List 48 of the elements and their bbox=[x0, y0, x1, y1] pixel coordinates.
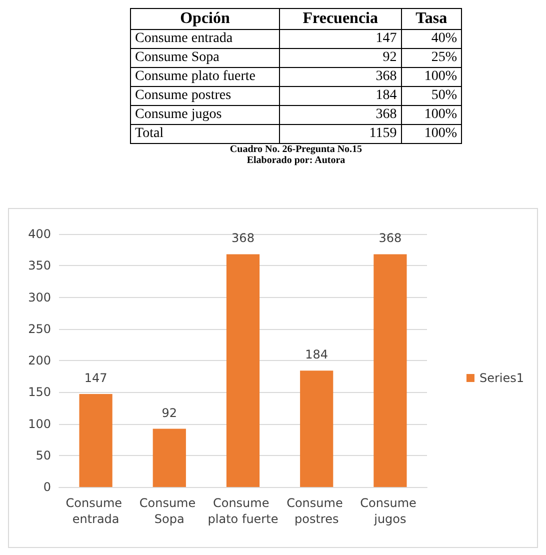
y-tick-label: 150 bbox=[28, 385, 51, 400]
x-tick-label: Consume postres bbox=[286, 496, 347, 526]
text: Opción bbox=[130, 8, 280, 30]
data-label: 100% bbox=[401, 68, 462, 86]
y-tick-label: 300 bbox=[28, 290, 51, 304]
y-tick-label: 200 bbox=[28, 354, 51, 368]
bar bbox=[226, 254, 260, 487]
data-label: 147 bbox=[84, 371, 108, 386]
category-label: Consume entrada bbox=[130, 30, 280, 48]
x-tick-label: Consume entrada bbox=[66, 496, 126, 526]
bar bbox=[79, 394, 112, 487]
data-label: 25% bbox=[401, 48, 462, 68]
bar bbox=[152, 428, 186, 487]
text: Tasa bbox=[401, 8, 462, 30]
legend-label: Series1 bbox=[479, 371, 524, 385]
data-label: 1159 bbox=[280, 124, 402, 144]
y-tick-label: 50 bbox=[36, 448, 51, 462]
data-label: 368 bbox=[378, 231, 402, 246]
y-tick-label: 400 bbox=[28, 227, 51, 241]
category-label: Consume postres bbox=[130, 86, 280, 106]
data-label: 92 bbox=[280, 48, 402, 68]
y-tick-label: 0 bbox=[43, 480, 51, 494]
data-label: 368 bbox=[232, 231, 254, 246]
data-label: 368 bbox=[280, 68, 402, 86]
y-tick-label: 250 bbox=[28, 322, 51, 336]
data-label: 147 bbox=[280, 30, 402, 48]
data-label: 184 bbox=[280, 86, 402, 106]
text: Elaborado por: Autora bbox=[246, 155, 346, 166]
y-tick-label: 350 bbox=[28, 258, 51, 273]
legend-label: Frecuencia bbox=[280, 8, 402, 30]
bar bbox=[374, 254, 407, 487]
category-label: Consume Sopa bbox=[130, 48, 280, 68]
data-label: 100% bbox=[401, 124, 462, 144]
bar bbox=[300, 370, 334, 487]
data-label: 92 bbox=[162, 406, 178, 420]
category-label: Total bbox=[130, 124, 280, 144]
data-label: 40% bbox=[401, 30, 462, 48]
data-label: 368 bbox=[280, 106, 402, 124]
data-label: 184 bbox=[305, 348, 328, 362]
data-label: 100% bbox=[401, 106, 462, 124]
y-tick-label: 100 bbox=[28, 416, 51, 431]
text: Cuadro No. 26-Pregunta No.15 bbox=[230, 144, 362, 155]
x-tick-label: Consume Sopa bbox=[139, 496, 200, 526]
data-label: 50% bbox=[401, 86, 462, 106]
x-tick-label: Consume plato fuerte bbox=[208, 496, 278, 526]
x-tick-label: Consume jugos bbox=[360, 496, 420, 526]
category-label: Consume plato fuerte bbox=[130, 68, 280, 86]
category-label: Consume jugos bbox=[130, 106, 280, 124]
